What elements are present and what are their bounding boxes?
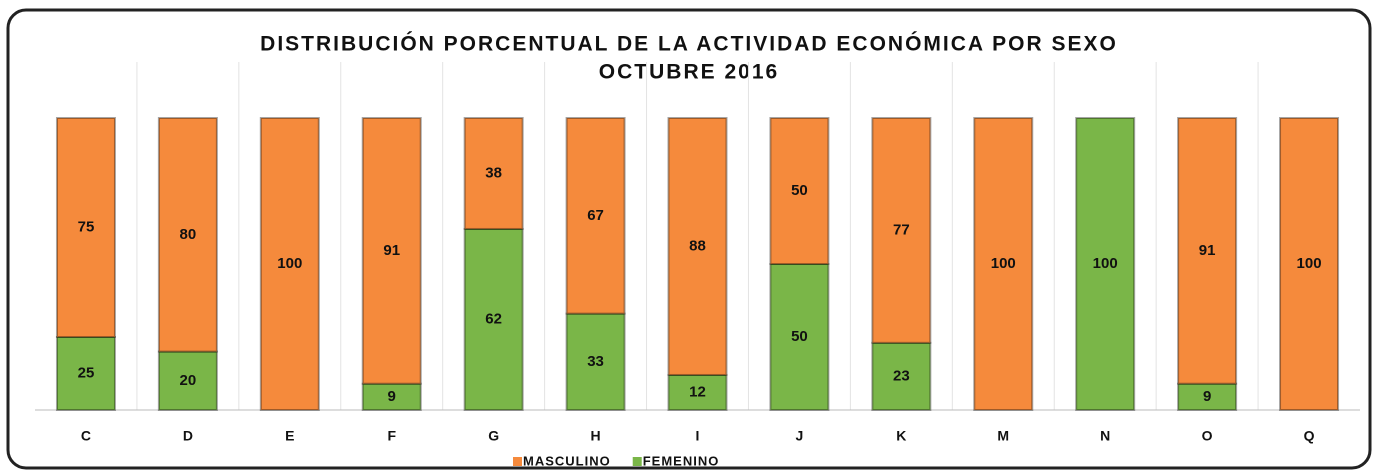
x-tick-label: O <box>1202 428 1213 444</box>
bar-segment <box>1177 117 1238 385</box>
data-label: 75 <box>78 218 95 235</box>
x-tick-label: J <box>796 428 804 444</box>
bar-segment <box>55 117 116 338</box>
bar-segment <box>973 117 1034 411</box>
data-label: 88 <box>689 237 706 254</box>
x-tick-label: M <box>997 428 1009 444</box>
legend-swatch <box>632 457 642 466</box>
bar-segment <box>361 117 422 385</box>
data-label: 100 <box>1297 255 1322 272</box>
x-tick-label: C <box>81 428 91 444</box>
data-label: 50 <box>791 328 808 345</box>
x-tick-label: D <box>183 428 193 444</box>
data-label: 9 <box>388 388 396 405</box>
bar-segment <box>1075 117 1136 411</box>
data-label: 77 <box>893 221 910 238</box>
bar-segment <box>565 312 626 412</box>
bar-segment <box>565 117 626 315</box>
bar-segment <box>769 263 830 411</box>
bar-segment <box>1279 117 1340 411</box>
x-tick-label: G <box>488 428 499 444</box>
bar-segment <box>259 117 320 411</box>
x-tick-label: K <box>896 428 906 444</box>
data-label: 12 <box>689 383 706 400</box>
x-tick-label: E <box>285 428 294 444</box>
data-label: 100 <box>1093 255 1118 272</box>
data-label: 91 <box>1199 242 1216 259</box>
x-tick-label: N <box>1100 428 1110 444</box>
x-tick-label: I <box>696 428 700 444</box>
bar-segment <box>463 227 524 411</box>
legend-swatch <box>513 457 522 466</box>
bar-segment <box>667 117 728 376</box>
data-label: 25 <box>78 364 95 381</box>
data-label: 20 <box>180 372 197 389</box>
chart-subtitle: OCTUBRE 2016 <box>599 61 779 84</box>
x-tick-label: H <box>591 428 601 444</box>
bar-segment <box>157 350 218 412</box>
bar-segment <box>769 117 830 265</box>
legend-label: FEMENINO <box>643 453 720 468</box>
x-tick-label: F <box>387 428 396 444</box>
bar-segment <box>667 373 728 411</box>
data-label: 38 <box>485 164 502 181</box>
bar-segment <box>55 336 116 411</box>
bar-segment <box>871 341 932 411</box>
bar-segment <box>361 382 422 412</box>
legend-label: MASCULINO <box>523 453 611 468</box>
x-tick-label: Q <box>1304 428 1315 444</box>
bar-segment <box>871 117 932 344</box>
bar-segment <box>463 117 524 230</box>
bar-segment <box>157 117 218 353</box>
data-label: 33 <box>587 353 604 370</box>
data-label: 50 <box>791 182 808 199</box>
chart-title: DISTRIBUCIÓN PORCENTUAL DE LA ACTIVIDAD … <box>260 32 1118 56</box>
data-label: 67 <box>587 207 604 224</box>
data-label: 91 <box>383 242 400 259</box>
data-label: 9 <box>1203 388 1211 405</box>
data-label: 100 <box>277 255 302 272</box>
data-label: 100 <box>991 255 1016 272</box>
data-label: 80 <box>180 226 197 243</box>
data-label: 62 <box>485 310 502 327</box>
data-label: 23 <box>893 367 910 384</box>
